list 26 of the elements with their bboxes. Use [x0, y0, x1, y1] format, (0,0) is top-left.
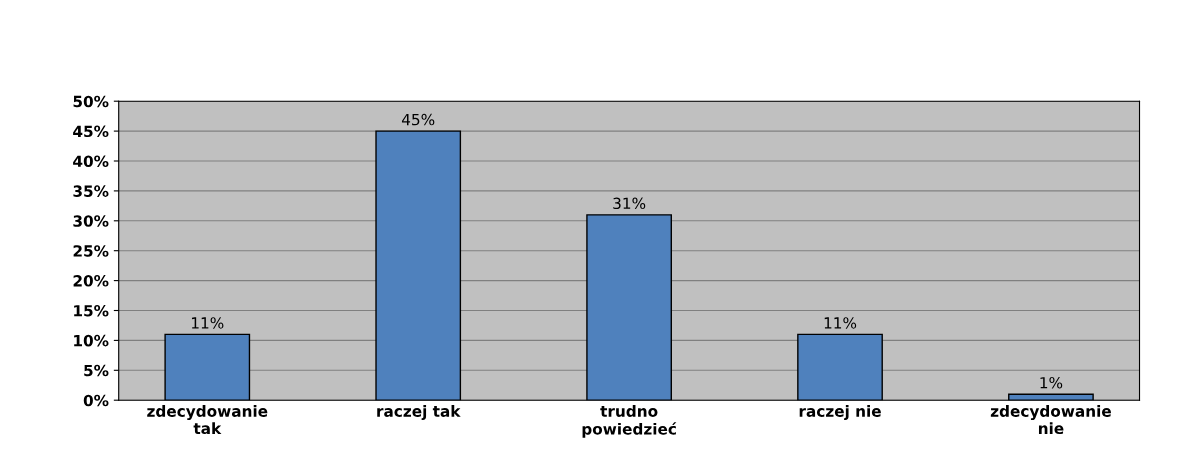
y-tick-label: 40% [73, 155, 109, 168]
x-tick-label: raczej nie [799, 405, 881, 420]
y-tick-label: 50% [73, 95, 109, 108]
x-tick-label: zdecydowanie tak [147, 405, 268, 435]
y-tick-label: 10% [74, 334, 109, 347]
x-tick-label: trudno powiedzieć [582, 405, 677, 438]
data-label: 45% [401, 113, 435, 126]
x-tick-label: raczej tak [377, 405, 461, 420]
bar [586, 214, 672, 401]
y-tick-label: 25% [73, 245, 109, 257]
y-tick-label: 45% [73, 125, 109, 138]
bar [375, 130, 462, 401]
data-label: 31% [613, 197, 646, 210]
y-tick-label: 5% [84, 364, 109, 377]
y-tick-label: 0% [83, 394, 109, 407]
bar [797, 333, 883, 401]
x-tick-label: zdecydowanie nie [990, 405, 1111, 435]
data-label: 1% [1040, 376, 1063, 389]
y-tick-label: 20% [73, 275, 109, 287]
y-tick-label: 15% [74, 304, 109, 317]
data-label: 11% [191, 317, 224, 329]
data-label: 11% [824, 317, 857, 329]
bar [1008, 393, 1094, 401]
bar [164, 333, 251, 401]
y-tick-label: 35% [73, 185, 109, 197]
y-tick-label: 30% [73, 215, 109, 227]
